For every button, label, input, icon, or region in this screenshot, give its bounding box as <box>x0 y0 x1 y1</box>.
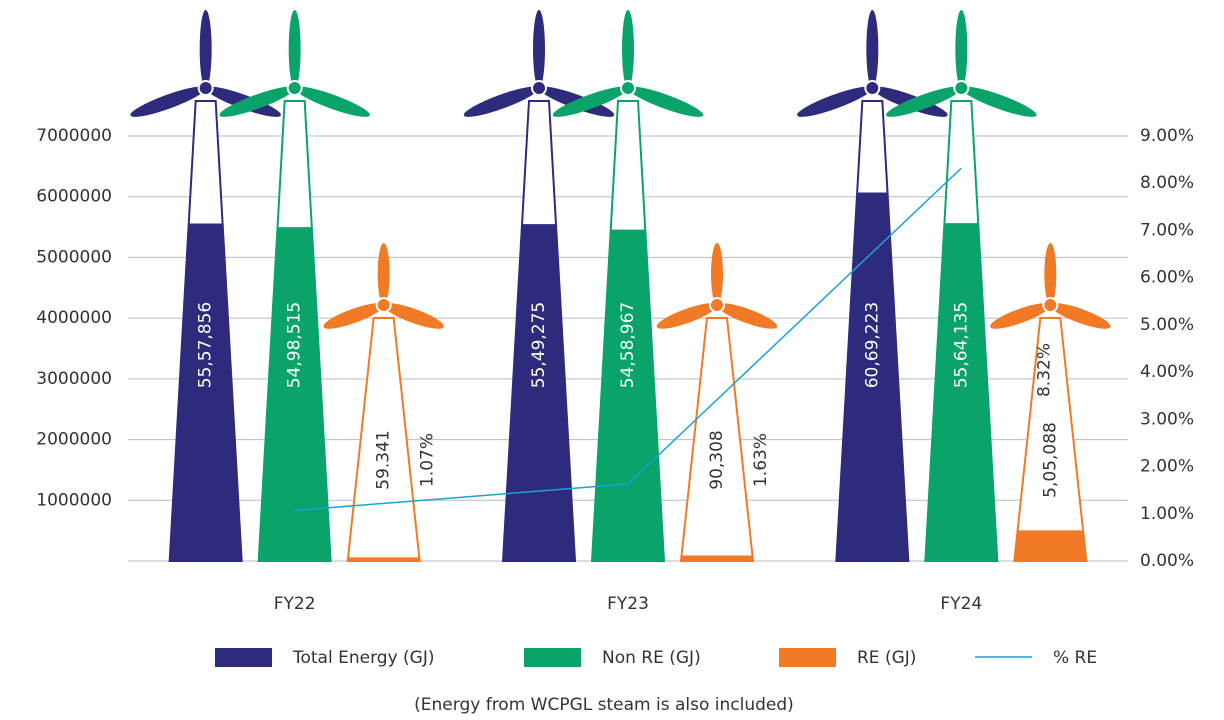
legend-label: % RE <box>1053 648 1097 668</box>
turbine-blade <box>1044 243 1057 305</box>
y-tick-label: 5000000 <box>36 247 112 267</box>
bar <box>681 555 753 561</box>
data-label: 5,05,088 <box>1040 422 1060 498</box>
turbine-blade <box>463 86 540 117</box>
turbine-blade <box>1050 303 1111 329</box>
y2-tick-label: 6.00% <box>1140 268 1194 288</box>
y-tick-label: 1000000 <box>36 490 112 510</box>
data-label: 59.341 <box>374 430 394 489</box>
turbine-hub <box>864 80 881 96</box>
legend-swatch <box>524 648 581 667</box>
turbine <box>886 10 1037 562</box>
legend-swatch <box>215 648 272 667</box>
data-label: 1.07% <box>418 433 438 487</box>
turbine <box>990 243 1111 562</box>
turbine-blade <box>377 243 390 305</box>
y2-tick-label: 1.00% <box>1140 504 1194 524</box>
turbine-blade <box>130 86 206 117</box>
data-label: 55,57,856 <box>196 302 216 389</box>
data-label: 55,49,275 <box>529 302 549 389</box>
data-label: 55,64,135 <box>951 302 971 389</box>
bar <box>258 227 331 561</box>
y2-tick-label: 2.00% <box>1140 457 1194 477</box>
bar <box>169 223 242 561</box>
y-tick-label: 7000000 <box>36 126 112 146</box>
turbine <box>323 243 444 562</box>
turbine-blade <box>323 303 384 329</box>
turbine-blade <box>627 86 704 117</box>
x-tick-label: FY22 <box>274 594 316 614</box>
y-tick-label: 6000000 <box>36 187 112 207</box>
turbine-hub <box>197 80 214 96</box>
bar <box>836 192 909 561</box>
data-label: 1.63% <box>751 433 771 487</box>
turbine <box>130 10 281 562</box>
turbine-hub <box>620 80 636 96</box>
turbine <box>656 243 778 562</box>
y2-tick-label: 3.00% <box>1140 409 1194 429</box>
turbine-blade <box>711 243 723 305</box>
turbine-blade <box>886 86 962 117</box>
turbine-hub <box>286 80 303 96</box>
turbine <box>797 10 948 562</box>
y2-tick-label: 4.00% <box>1140 362 1194 382</box>
y2-tick-label: 9.00% <box>1140 126 1194 146</box>
turbine-hub <box>375 297 392 313</box>
data-label: 60,69,223 <box>862 302 882 389</box>
x-tick-label: FY24 <box>940 594 982 614</box>
turbine-hub <box>709 297 725 313</box>
legend-label: Total Energy (GJ) <box>292 648 434 668</box>
bar <box>347 557 420 561</box>
turbine-hub <box>953 80 970 96</box>
turbine-blade <box>199 10 212 88</box>
turbine-blade <box>656 303 718 329</box>
turbine-blade <box>622 10 634 88</box>
turbine-blade <box>716 303 778 329</box>
bar <box>592 229 664 561</box>
turbine-blade <box>961 86 1037 117</box>
legend-label: Non RE (GJ) <box>602 648 701 668</box>
turbine-blade <box>797 86 873 117</box>
turbine-blade <box>219 86 295 117</box>
turbine <box>463 10 615 562</box>
y-tick-label: 4000000 <box>36 308 112 328</box>
y2-tick-label: 5.00% <box>1140 315 1194 335</box>
turbine-blade <box>955 10 968 88</box>
y2-tick-label: 8.00% <box>1140 173 1194 193</box>
legend-swatch <box>779 648 836 667</box>
turbine-blade <box>990 303 1051 329</box>
turbine-blade <box>866 10 879 88</box>
line <box>294 167 962 512</box>
turbine-blade <box>383 303 444 329</box>
turbine-blade <box>552 86 629 117</box>
turbine-blade <box>294 86 370 117</box>
legend-label: RE (GJ) <box>857 648 916 668</box>
turbine-hub <box>531 80 547 96</box>
turbine-blade <box>533 10 545 88</box>
y-tick-label: 3000000 <box>36 369 112 389</box>
turbine-blade <box>288 10 301 88</box>
y2-tick-label: 0.00% <box>1140 551 1194 571</box>
x-tick-label: FY23 <box>607 594 649 614</box>
data-label: 8.32% <box>1034 343 1054 397</box>
bar <box>503 224 575 562</box>
bar <box>925 223 998 561</box>
turbine-hub <box>1042 297 1059 313</box>
chart-note: (Energy from WCPGL steam is also include… <box>414 695 794 715</box>
turbine <box>552 10 704 562</box>
data-label: 54,58,967 <box>618 302 638 389</box>
turbine <box>219 10 370 562</box>
bar <box>1014 530 1087 561</box>
y-tick-label: 2000000 <box>36 430 112 450</box>
y2-tick-label: 7.00% <box>1140 220 1194 240</box>
data-label: 90,308 <box>707 430 727 489</box>
data-label: 54,98,515 <box>285 302 305 389</box>
